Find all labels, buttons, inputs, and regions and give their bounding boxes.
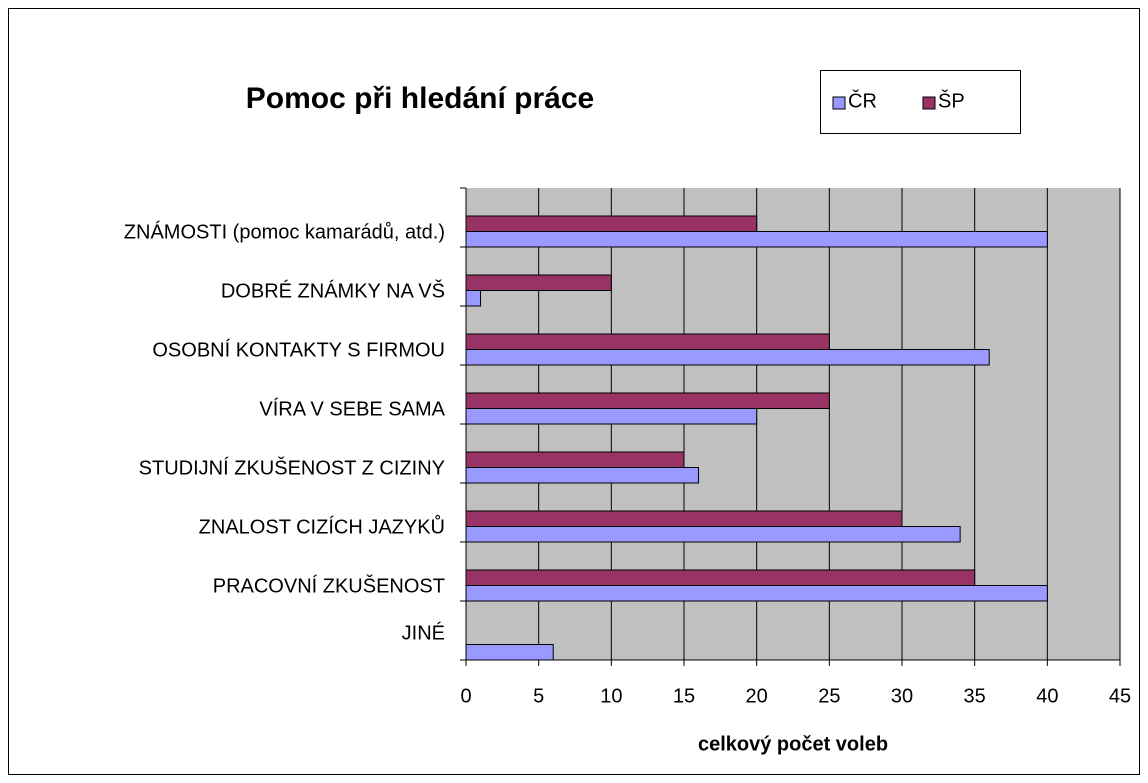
bar	[465, 510, 903, 527]
bar	[465, 526, 961, 543]
y-tick-label: ZNALOST CIZÍCH JAZYKŮ	[199, 514, 445, 538]
bar	[465, 451, 685, 468]
x-tick-label: 40	[1036, 685, 1058, 707]
bar	[465, 274, 612, 291]
bar	[465, 408, 758, 425]
bar	[465, 585, 1048, 602]
x-tick-label: 45	[1109, 685, 1131, 707]
bar	[465, 231, 1048, 248]
bar	[465, 569, 976, 586]
x-tick-label: 15	[673, 685, 695, 707]
bar	[465, 333, 830, 350]
y-tick-label: DOBRÉ ZNÁMKY NA VŠ	[221, 279, 445, 302]
legend-label: ŠP	[938, 89, 965, 112]
x-tick-label: 25	[818, 685, 840, 707]
x-tick-label: 30	[891, 685, 913, 707]
x-tick-label: 5	[533, 685, 544, 707]
bar	[465, 290, 482, 307]
bar	[465, 467, 700, 484]
y-tick-label: VÍRA V SEBE SAMA	[259, 397, 445, 420]
y-tick-label: PRACOVNÍ ZKUŠENOST	[213, 574, 445, 597]
legend-swatch	[922, 96, 936, 110]
bar	[465, 349, 990, 366]
chart-title: Pomoc při hledání práce	[246, 82, 594, 115]
x-tick-label: 35	[964, 685, 986, 707]
y-tick-label: OSOBNÍ KONTAKTY S FIRMOU	[152, 338, 445, 361]
legend-box	[820, 70, 1021, 134]
bar	[465, 392, 830, 409]
bar	[465, 644, 554, 661]
legend-swatch	[832, 96, 846, 110]
x-tick-label: 0	[460, 685, 471, 707]
legend-label: ČR	[848, 89, 877, 112]
bar	[465, 215, 758, 232]
x-axis-label: celkový počet voleb	[698, 733, 888, 755]
x-tick-label: 20	[746, 685, 768, 707]
x-tick-label: 10	[600, 685, 622, 707]
y-tick-label: ZNÁMOSTI (pomoc kamarádů, atd.)	[124, 220, 445, 243]
y-tick-label: STUDIJNÍ ZKUŠENOST Z CIZINY	[139, 456, 445, 479]
y-tick-label: JINÉ	[402, 621, 445, 644]
